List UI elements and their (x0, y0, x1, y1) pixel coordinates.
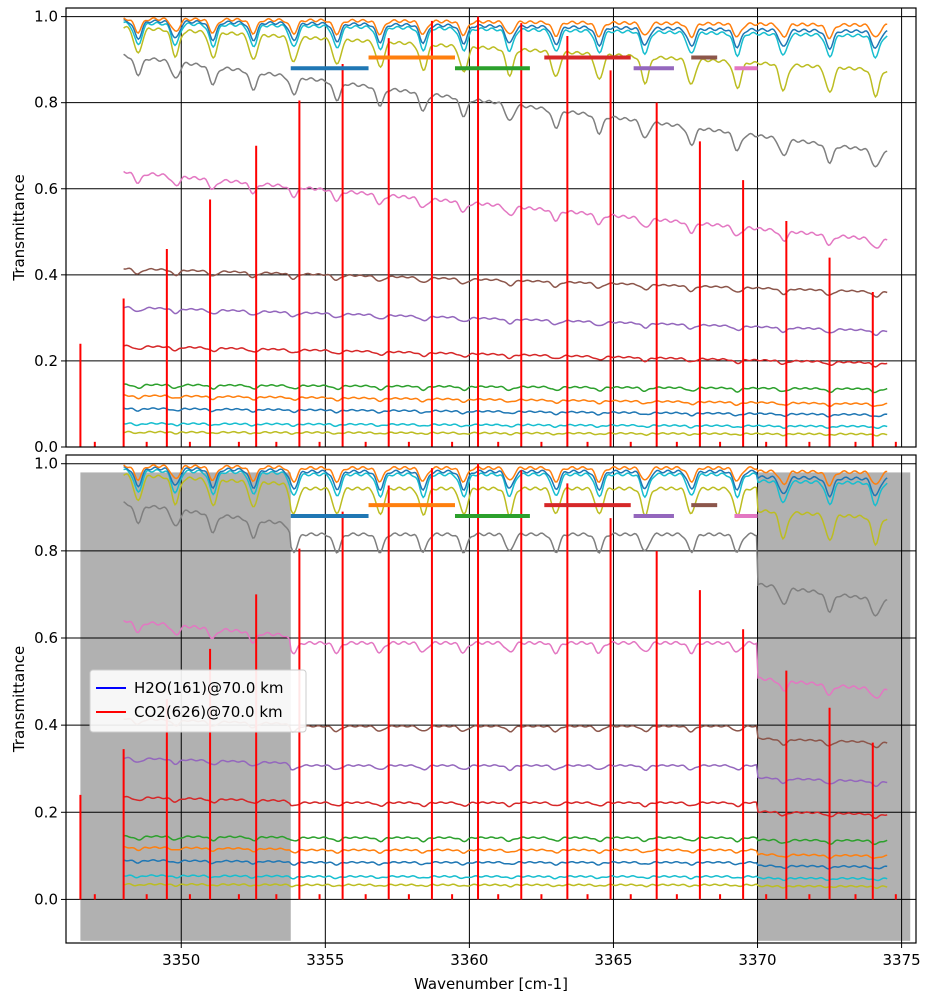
y-tick-label-0: 0.0 (34, 890, 58, 908)
series-line-1 (123, 170, 888, 249)
series-line-9 (123, 430, 888, 437)
series-line-8 (123, 874, 888, 882)
x-tick-label-0: 3350 (162, 951, 200, 969)
series-line-11 (123, 468, 888, 507)
series-line-11 (123, 21, 888, 60)
series-line-9 (123, 882, 888, 889)
y-tick-label-1: 0.2 (34, 803, 58, 821)
legend: H2O(161)@70.0 km CO2(626)@70.0 km (89, 669, 307, 733)
series-line-4 (123, 795, 888, 820)
bottom-panel: 0.0 0.2 0.4 0.6 0.8 1.0 3350 3355 3360 3365 3370 33… (10, 454, 921, 993)
series-line-12 (123, 18, 888, 51)
y-tick-label-3: 0.6 (34, 629, 58, 647)
series-line-5 (123, 383, 888, 394)
y-axis-label: Transmittance (10, 174, 28, 281)
y-tick-label-5: 1.0 (34, 8, 58, 26)
axes-frame (65, 454, 917, 944)
series-line-6 (123, 393, 888, 408)
x-tick-label-4: 3370 (738, 951, 776, 969)
y-tick-label-2: 0.4 (34, 716, 58, 734)
series-line-7 (123, 407, 888, 418)
series-line-7 (123, 859, 888, 870)
series-line-10 (123, 25, 888, 99)
y-tick-label-4: 0.8 (34, 542, 58, 560)
legend-label-1: CO2(626)@70.0 km (134, 703, 283, 721)
plot-area (66, 8, 916, 447)
series-line-10 (123, 472, 888, 547)
series-line-13 (123, 17, 888, 40)
series-line-3 (123, 756, 888, 788)
top-panel: 0.0 0.2 0.4 0.6 0.8 1.0 Transmittance (10, 7, 917, 456)
y-tick-label-0: 0.0 (34, 438, 58, 456)
series-line-5 (123, 834, 888, 846)
legend-box (89, 669, 307, 733)
series-line-4 (123, 344, 888, 368)
y-tick-label-4: 0.8 (34, 94, 58, 112)
axes-frame (65, 7, 917, 448)
series-line-13 (123, 464, 888, 487)
y-tick-label-1: 0.2 (34, 352, 58, 370)
y-tick-label-2: 0.4 (34, 266, 58, 284)
legend-label-0: H2O(161)@70.0 km (134, 679, 283, 697)
x-axis-label: Wavenumber [cm-1] (414, 975, 568, 993)
x-tick-label-2: 3360 (450, 951, 488, 969)
shaded-region-1 (757, 472, 911, 941)
series-line-8 (123, 422, 888, 430)
y-axis-label: Transmittance (10, 646, 28, 753)
x-tick-label-1: 3355 (306, 951, 344, 969)
y-tick-label-3: 0.6 (34, 180, 58, 198)
series-line-0 (123, 53, 888, 168)
series-line-12 (123, 466, 888, 498)
y-tick-label-5: 1.0 (34, 455, 58, 473)
series-line-3 (123, 305, 888, 336)
series-line-2 (123, 267, 888, 298)
series-line-1 (123, 619, 888, 699)
x-tick-label-3: 3365 (594, 951, 632, 969)
series-line-0 (123, 501, 888, 617)
series-line-6 (123, 845, 888, 860)
x-tick-label-5: 3375 (882, 951, 920, 969)
